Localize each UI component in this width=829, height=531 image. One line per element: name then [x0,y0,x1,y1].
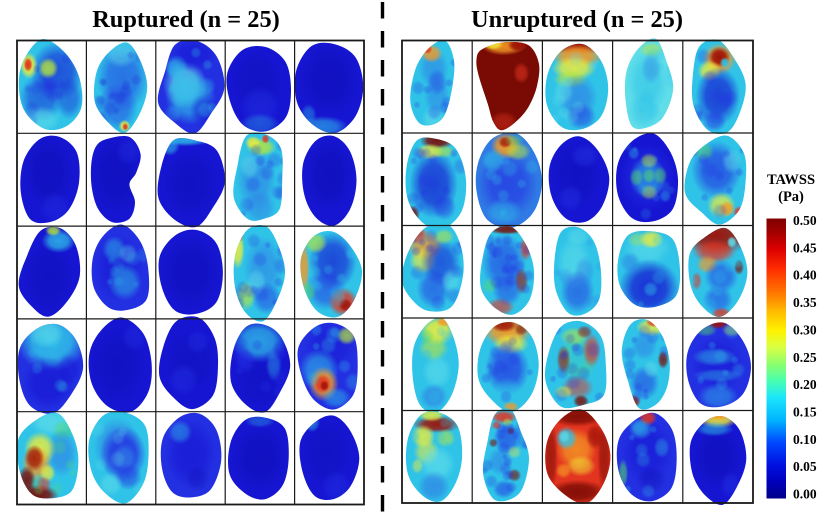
svg-text:0.35: 0.35 [793,295,817,310]
svg-text:0.05: 0.05 [793,459,817,474]
svg-text:Unruptured (n = 25): Unruptured (n = 25) [471,6,683,33]
svg-text:0.50: 0.50 [793,213,817,228]
svg-text:Ruptured (n = 25): Ruptured (n = 25) [92,6,280,33]
svg-text:(Pa): (Pa) [778,189,804,205]
svg-text:TAWSS: TAWSS [767,172,815,188]
svg-text:0.20: 0.20 [793,377,817,392]
svg-text:0.30: 0.30 [793,322,817,337]
svg-text:0.15: 0.15 [793,405,817,420]
svg-text:0.25: 0.25 [793,350,817,365]
svg-text:0.10: 0.10 [793,432,817,447]
svg-text:0.45: 0.45 [793,240,817,255]
svg-text:0.00: 0.00 [793,487,817,502]
svg-text:0.40: 0.40 [793,268,817,283]
